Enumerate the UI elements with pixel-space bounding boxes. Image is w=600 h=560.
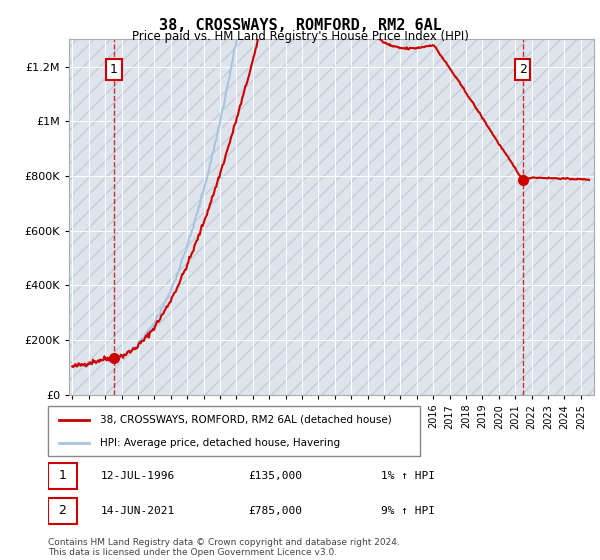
Text: £785,000: £785,000 bbox=[248, 506, 302, 516]
Text: HPI: Average price, detached house, Havering: HPI: Average price, detached house, Have… bbox=[100, 438, 340, 448]
Text: Price paid vs. HM Land Registry's House Price Index (HPI): Price paid vs. HM Land Registry's House … bbox=[131, 30, 469, 43]
Text: 38, CROSSWAYS, ROMFORD, RM2 6AL (detached house): 38, CROSSWAYS, ROMFORD, RM2 6AL (detache… bbox=[100, 414, 392, 424]
Text: 14-JUN-2021: 14-JUN-2021 bbox=[101, 506, 175, 516]
Text: 9% ↑ HPI: 9% ↑ HPI bbox=[380, 506, 434, 516]
Text: Contains HM Land Registry data © Crown copyright and database right 2024.
This d: Contains HM Land Registry data © Crown c… bbox=[48, 538, 400, 557]
FancyBboxPatch shape bbox=[48, 406, 420, 456]
Text: 38, CROSSWAYS, ROMFORD, RM2 6AL: 38, CROSSWAYS, ROMFORD, RM2 6AL bbox=[158, 18, 442, 33]
FancyBboxPatch shape bbox=[48, 498, 77, 524]
Text: 2: 2 bbox=[58, 504, 66, 517]
Text: £135,000: £135,000 bbox=[248, 470, 302, 480]
Text: 1: 1 bbox=[110, 63, 118, 76]
Text: 12-JUL-1996: 12-JUL-1996 bbox=[101, 470, 175, 480]
Text: 1% ↑ HPI: 1% ↑ HPI bbox=[380, 470, 434, 480]
Text: 1: 1 bbox=[58, 469, 66, 482]
Text: 2: 2 bbox=[519, 63, 527, 76]
FancyBboxPatch shape bbox=[48, 463, 77, 488]
